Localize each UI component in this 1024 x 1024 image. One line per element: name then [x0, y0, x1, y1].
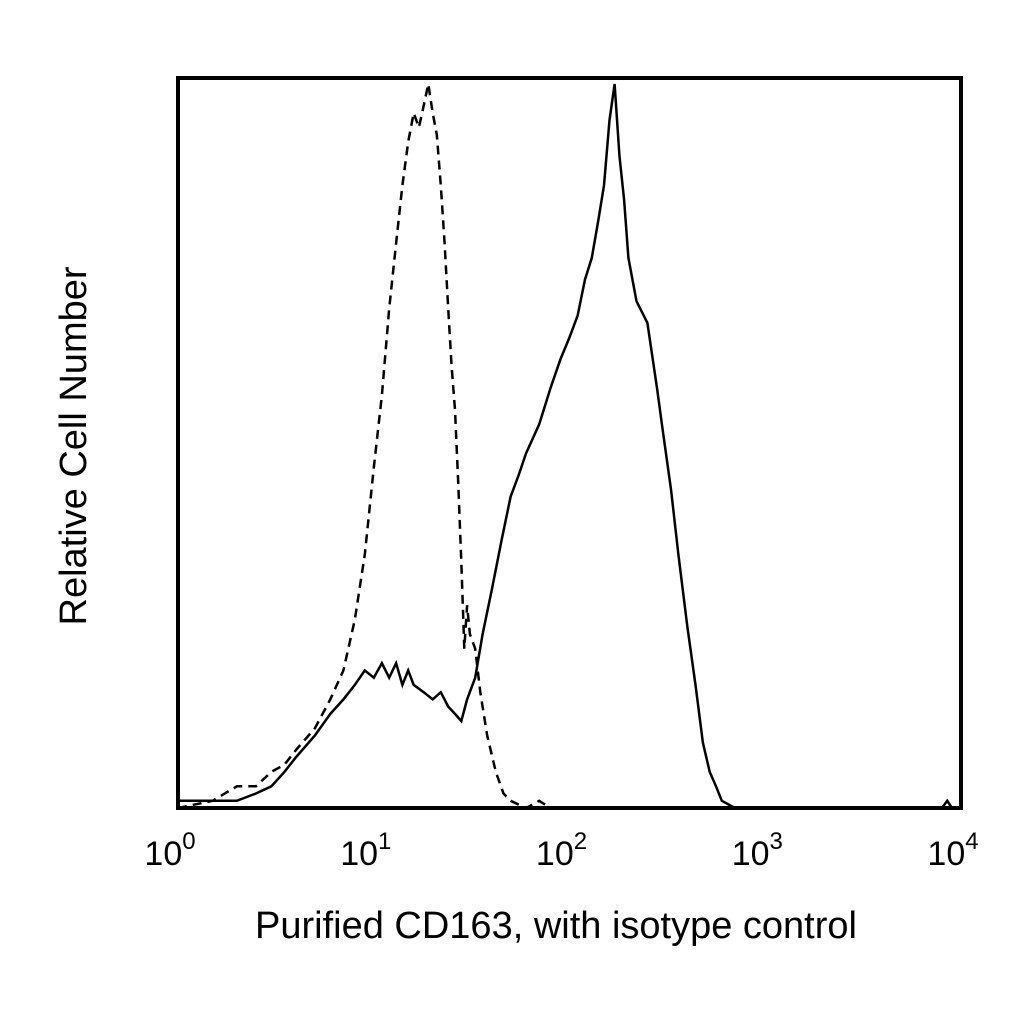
isotype-control-histogram: [177, 83, 570, 810]
series-layer: [177, 83, 961, 810]
x-tick-label: 102: [536, 828, 587, 873]
x-tick-label: 103: [732, 828, 783, 873]
x-tick-label: 101: [340, 828, 391, 873]
plot-frame: [176, 76, 963, 810]
x-tick-label: 104: [927, 828, 978, 873]
x-tick-labels: 100 101 102 103 104: [144, 828, 978, 873]
y-axis-title: Relative Cell Number: [53, 266, 95, 625]
x-tick-label: 100: [144, 828, 195, 873]
x-axis-title: Purified CD163, with isotype control: [255, 905, 857, 947]
cd163-histogram: [178, 83, 961, 810]
